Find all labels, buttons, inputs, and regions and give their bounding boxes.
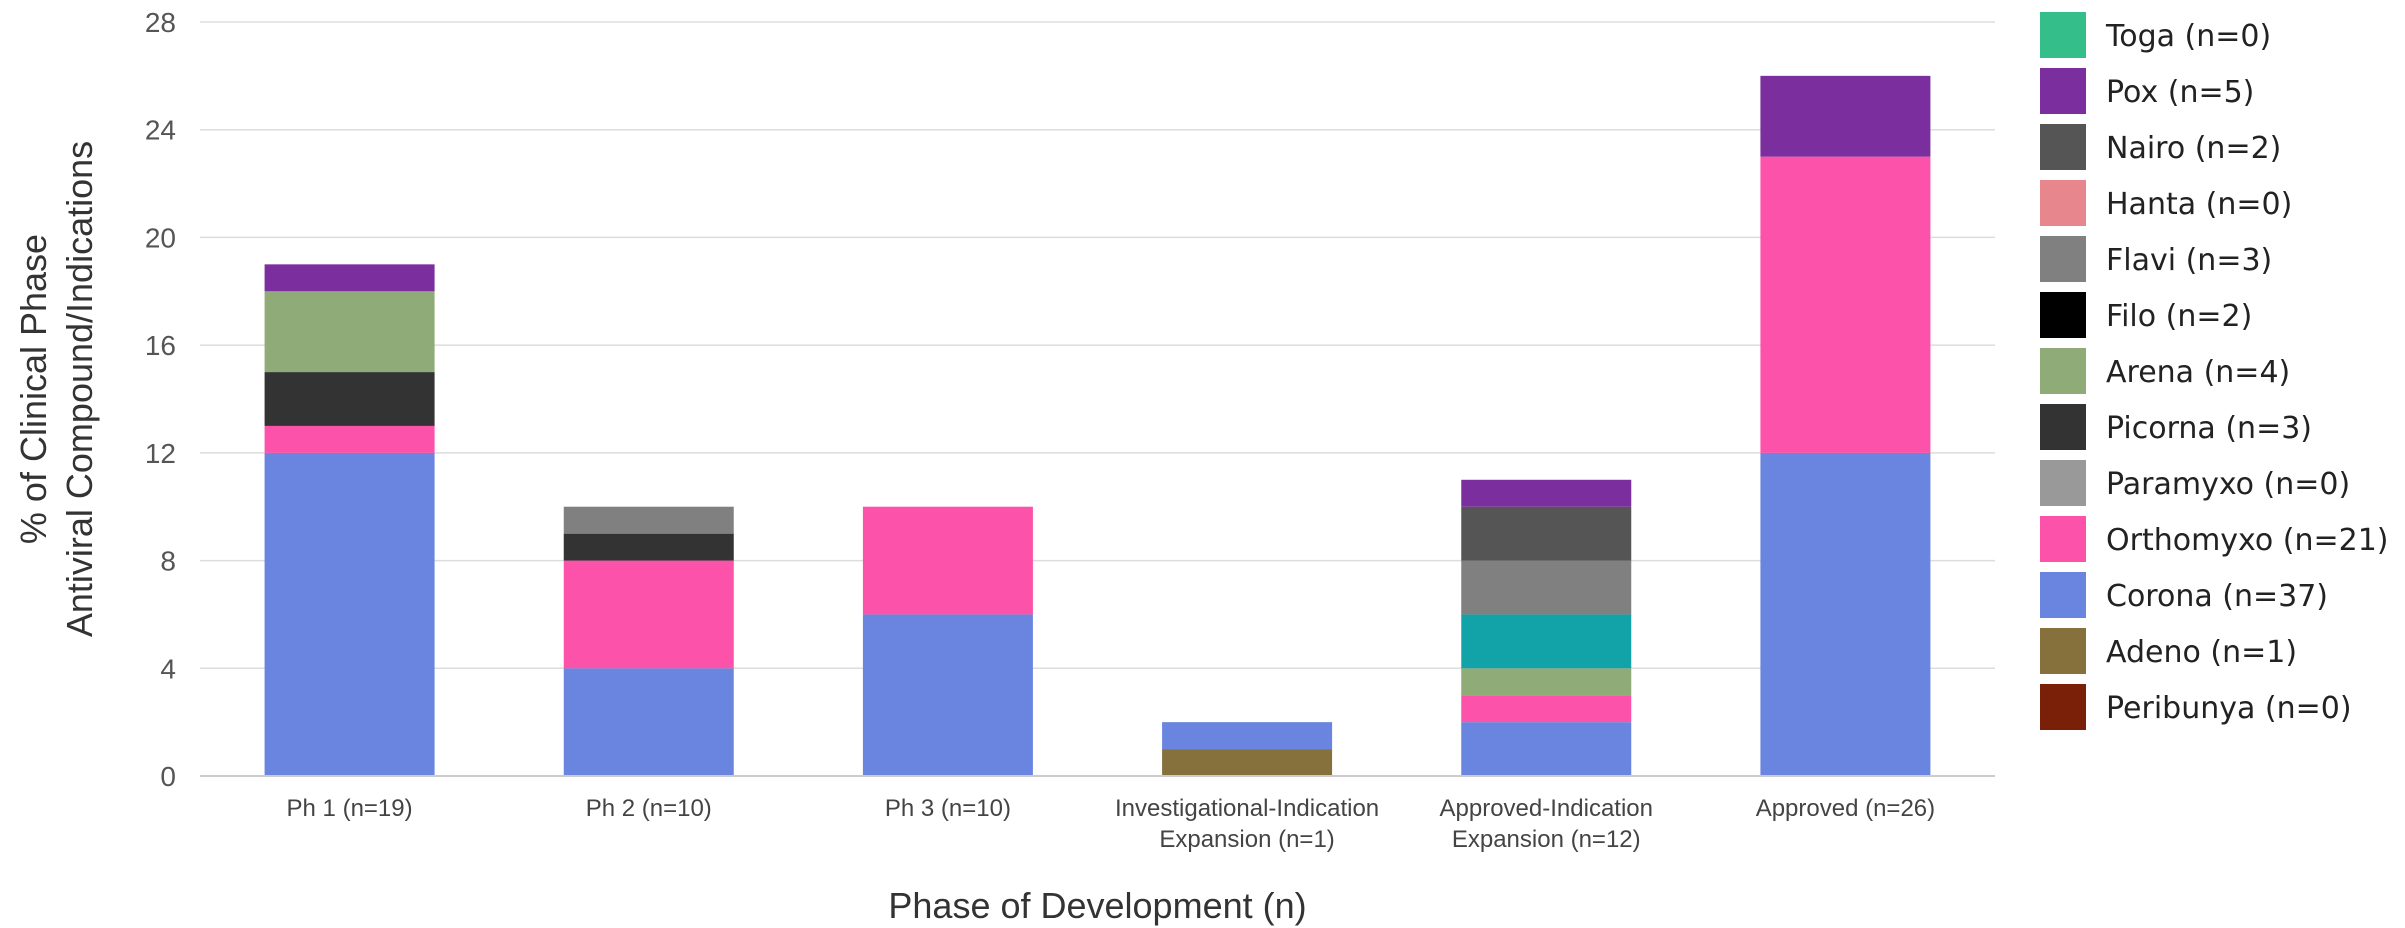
- bar-segment: [1760, 452, 1931, 776]
- legend-label: Paramyxo (n=0): [2106, 467, 2350, 502]
- x-tick-label: Approved (n=26): [1756, 795, 1935, 822]
- bar-stack: [563, 506, 734, 776]
- y-tick-label: 4: [160, 653, 176, 684]
- y-axis-ticks: 0 4 8 12 16 20 24 28: [145, 7, 176, 792]
- bar-segment: [1461, 506, 1632, 561]
- bar-segment: [862, 506, 1033, 615]
- legend-label: Adeno (n=1): [2106, 635, 2297, 670]
- x-tick-label: Expansion (n=12): [1452, 826, 1641, 853]
- y-tick-label: 16: [145, 330, 176, 361]
- bar-segment: [1461, 614, 1632, 669]
- x-tick-label: Ph 1 (n=19): [287, 795, 413, 822]
- legend-swatch: [2040, 404, 2086, 450]
- legend-swatch: [2040, 12, 2086, 58]
- bar-segment: [264, 425, 435, 453]
- legend-swatch: [2040, 68, 2086, 114]
- x-tick-label: Expansion (n=1): [1159, 826, 1334, 853]
- bar-segment: [264, 452, 435, 776]
- legend-swatch: [2040, 124, 2086, 170]
- x-tick-label: Ph 2 (n=10): [586, 795, 712, 822]
- legend: Toga (n=0) Pox (n=5) Nairo (n=2) Hanta (n=0…: [2040, 12, 2389, 730]
- bar-segment: [264, 264, 435, 292]
- legend-swatch: [2040, 628, 2086, 674]
- bar-stack: [1760, 75, 1931, 776]
- legend-item: Picorna (n=3): [2040, 404, 2312, 450]
- y-tick-label: 20: [145, 222, 176, 253]
- legend-swatch: [2040, 292, 2086, 338]
- legend-item: Flavi (n=3): [2040, 236, 2272, 282]
- y-tick-label: 28: [145, 7, 176, 38]
- legend-item: Filo (n=2): [2040, 292, 2252, 338]
- legend-swatch: [2040, 572, 2086, 618]
- bar-stack: [264, 264, 435, 776]
- bar-segment: [1461, 560, 1632, 615]
- bar-segment: [1461, 722, 1632, 776]
- bar-segment: [1760, 156, 1931, 453]
- bar-segment: [1461, 668, 1632, 696]
- y-tick-label: 8: [160, 546, 176, 577]
- bar-segment: [1162, 722, 1333, 750]
- legend-label: Nairo (n=2): [2106, 131, 2281, 166]
- y-axis-title: % of Clinical Phase Antiviral Compound/In…: [13, 141, 100, 637]
- legend-swatch: [2040, 516, 2086, 562]
- legend-item: Pox (n=5): [2040, 68, 2254, 114]
- legend-item: Nairo (n=2): [2040, 124, 2281, 170]
- legend-item: Paramyxo (n=0): [2040, 460, 2350, 506]
- legend-label: Corona (n=37): [2106, 579, 2328, 614]
- bar-stack: [1461, 479, 1632, 776]
- x-tick-label: Approved-Indication: [1440, 795, 1653, 822]
- legend-label: Arena (n=4): [2106, 355, 2290, 390]
- legend-swatch: [2040, 460, 2086, 506]
- legend-swatch: [2040, 236, 2086, 282]
- legend-label: Peribunya (n=0): [2106, 691, 2352, 726]
- bars: [264, 75, 1931, 776]
- legend-item: Peribunya (n=0): [2040, 684, 2352, 730]
- legend-item: Corona (n=37): [2040, 572, 2328, 618]
- bar-segment: [1760, 75, 1931, 157]
- legend-swatch: [2040, 684, 2086, 730]
- bar-segment: [563, 668, 734, 776]
- legend-item: Orthomyxo (n=21): [2040, 516, 2389, 562]
- legend-label: Filo (n=2): [2106, 299, 2252, 334]
- gridlines: [200, 21, 1995, 670]
- bar-segment: [563, 533, 734, 561]
- y-tick-label: 24: [145, 115, 176, 146]
- bar-segment: [563, 560, 734, 669]
- legend-label: Orthomyxo (n=21): [2106, 523, 2389, 558]
- bar-stack: [862, 506, 1033, 776]
- legend-swatch: [2040, 348, 2086, 394]
- bar-segment: [563, 506, 734, 534]
- y-axis-title-line: % of Clinical Phase: [13, 234, 54, 544]
- bar-segment: [1461, 479, 1632, 507]
- x-axis-title: Phase of Development (n): [888, 885, 1306, 926]
- bar-segment: [264, 291, 435, 373]
- bar-segment: [862, 614, 1033, 776]
- x-tick-label: Ph 3 (n=10): [885, 795, 1011, 822]
- legend-item: Hanta (n=0): [2040, 180, 2292, 226]
- legend-label: Hanta (n=0): [2106, 187, 2292, 222]
- legend-label: Flavi (n=3): [2106, 243, 2272, 278]
- legend-label: Picorna (n=3): [2106, 411, 2312, 446]
- bar-stack: [1162, 722, 1333, 776]
- legend-item: Toga (n=0): [2040, 12, 2271, 58]
- legend-swatch: [2040, 180, 2086, 226]
- y-tick-label: 12: [145, 438, 176, 469]
- y-axis-title-line: Antiviral Compound/Indications: [59, 141, 100, 637]
- legend-item: Arena (n=4): [2040, 348, 2290, 394]
- y-tick-label: 0: [160, 761, 176, 792]
- bar-segment: [264, 372, 435, 426]
- bar-segment: [1162, 749, 1333, 776]
- legend-item: Adeno (n=1): [2040, 628, 2297, 674]
- bar-segment: [1461, 695, 1632, 723]
- x-axis-ticks: Ph 1 (n=19) Ph 2 (n=10) Ph 3 (n=10) Investi…: [287, 795, 1936, 853]
- legend-label: Toga (n=0): [2105, 19, 2271, 54]
- legend-label: Pox (n=5): [2106, 75, 2254, 110]
- x-tick-label: Investigational-Indication: [1115, 795, 1379, 822]
